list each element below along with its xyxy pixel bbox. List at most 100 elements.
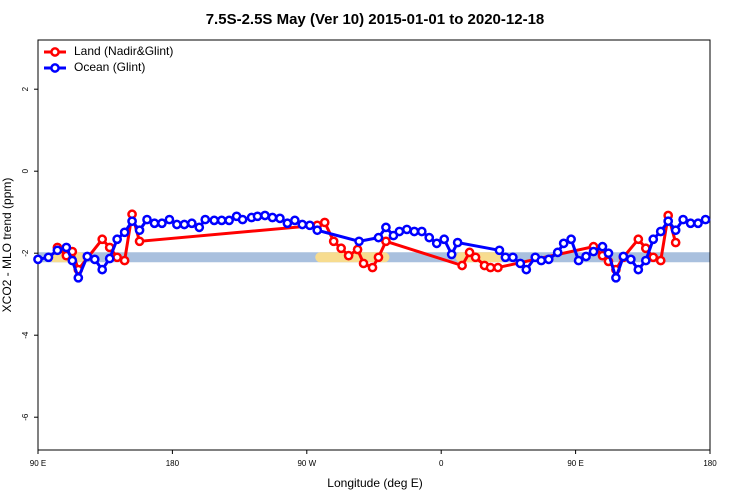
data-point [267, 212, 278, 223]
data-point [33, 254, 43, 265]
data-point [521, 264, 532, 275]
x-tick-label: 90 E [30, 459, 46, 468]
data-point [157, 218, 167, 229]
data-point [597, 241, 608, 252]
data-point [640, 255, 651, 266]
data-point [409, 226, 420, 237]
data-point [381, 236, 391, 247]
y-tick-label: -6 [21, 413, 30, 421]
data-point [97, 264, 108, 275]
data-point [603, 248, 614, 259]
data-point [655, 226, 666, 237]
data-point [282, 218, 293, 229]
data-point [515, 258, 526, 269]
data-point [494, 245, 505, 256]
data-point [67, 255, 78, 266]
data-point [290, 215, 300, 226]
data-point [394, 226, 405, 237]
data-point [354, 236, 364, 247]
data-point [358, 258, 369, 269]
data-point [224, 215, 234, 226]
data-point [633, 234, 644, 245]
data-point [464, 247, 475, 258]
data-point [275, 213, 285, 224]
data-point [127, 216, 137, 227]
data-point [61, 242, 72, 253]
legend-label: Land (Nadir&Glint) [74, 44, 173, 58]
data-point [381, 222, 391, 233]
data-point [200, 214, 211, 225]
y-axis-label: XCO2 - MLO trend (ppm) [0, 178, 14, 313]
data-point [611, 272, 621, 283]
data-point [343, 250, 354, 261]
data-point [485, 262, 496, 273]
data-point [573, 255, 584, 266]
y-tick-label: 0 [21, 168, 30, 173]
data-point [670, 237, 681, 248]
data-point [452, 237, 463, 248]
data-point [685, 218, 696, 229]
data-point [648, 234, 659, 245]
data-point [304, 220, 315, 231]
data-point [439, 234, 450, 245]
data-point [626, 254, 636, 265]
data-point [43, 252, 54, 263]
data-point [112, 252, 122, 263]
data-point [581, 251, 591, 262]
data-point [73, 272, 84, 283]
data-point [493, 262, 503, 273]
data-point [648, 252, 659, 263]
y-tick-label: -4 [21, 331, 30, 339]
data-point [446, 249, 457, 260]
data-point [134, 236, 145, 247]
data-point [655, 255, 666, 266]
data-point [536, 255, 547, 266]
data-point [52, 245, 63, 256]
data-point [194, 222, 205, 233]
data-point [373, 252, 384, 263]
data-point [416, 226, 427, 237]
data-point [700, 214, 711, 225]
data-point [543, 254, 554, 265]
data-point [119, 255, 130, 266]
x-tick-label: 90 W [297, 459, 316, 468]
data-point [633, 264, 644, 275]
data-point [552, 247, 563, 258]
x-axis-label: Longitude (deg E) [327, 476, 422, 490]
data-point [566, 234, 576, 245]
data-point [319, 217, 330, 228]
data-point [179, 219, 190, 230]
data-point [424, 232, 435, 243]
data-point [328, 236, 339, 247]
x-tick-label: 180 [166, 459, 180, 468]
data-point [663, 216, 674, 227]
data-point [431, 238, 442, 249]
data-point [82, 251, 93, 262]
data-point [500, 252, 511, 263]
data-point [119, 227, 130, 238]
data-point [164, 214, 175, 225]
data-point [297, 219, 308, 230]
data-point [252, 211, 263, 222]
data-point [97, 234, 108, 245]
y-tick-label: 2 [21, 86, 30, 91]
data-point [312, 225, 323, 236]
data-point [670, 225, 681, 236]
data-point [508, 252, 518, 263]
y-tick-label: -2 [21, 249, 30, 257]
data-point [470, 252, 481, 263]
data-point [172, 219, 182, 230]
data-point [678, 214, 688, 225]
data-point [216, 215, 227, 226]
data-point [367, 262, 378, 273]
legend-label: Ocean (Glint) [74, 60, 145, 74]
data-point [149, 218, 160, 229]
x-tick-label: 90 E [567, 459, 583, 468]
data-point [237, 214, 248, 225]
x-tick-label: 180 [703, 459, 717, 468]
data-point [588, 246, 599, 257]
data-point [373, 232, 384, 243]
plot-frame [37, 39, 711, 451]
data-point [112, 234, 122, 245]
